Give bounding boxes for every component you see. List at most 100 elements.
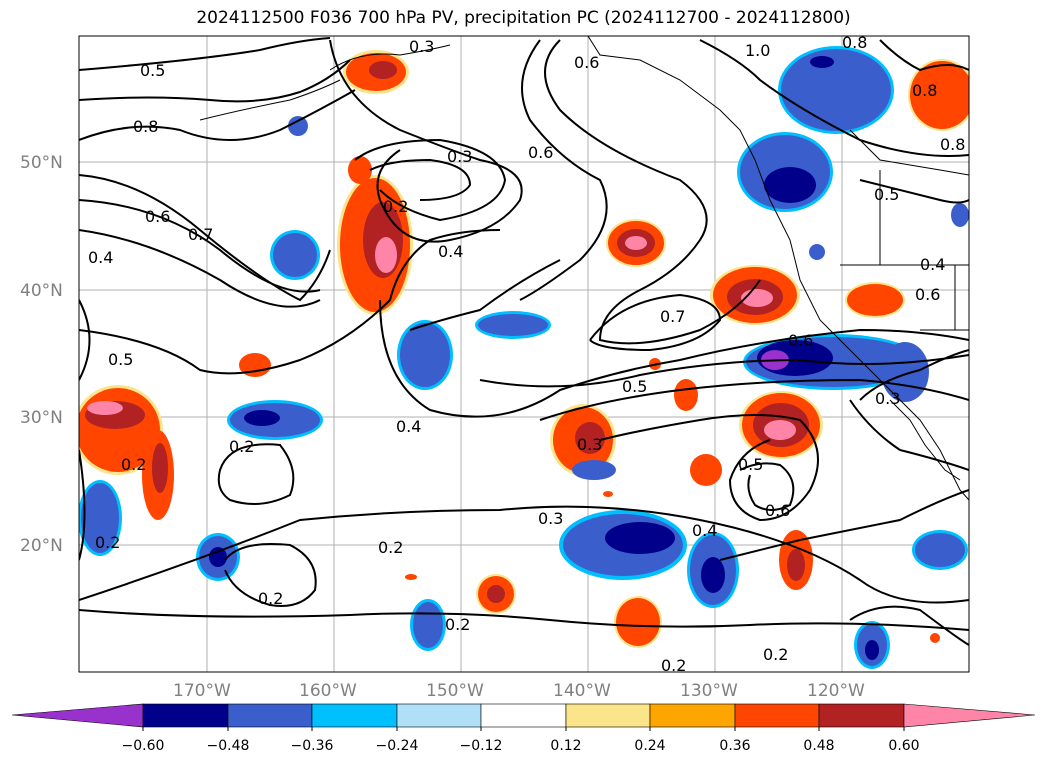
lon-label-160w: 160°W <box>299 681 357 701</box>
anomaly-patch <box>674 379 698 411</box>
anomaly-patch <box>87 401 123 415</box>
contour-label: 0.8 <box>912 81 937 100</box>
anomaly-patch <box>809 244 825 260</box>
lon-label-140w: 140°W <box>553 681 611 701</box>
anomaly-patch <box>787 549 805 581</box>
contour-labels: 0.5 0.8 0.6 0.7 0.4 0.5 0.3 0.2 0.4 0.6 … <box>88 36 965 675</box>
colorbar-segment <box>480 703 567 728</box>
contour-label: 0.4 <box>920 255 945 274</box>
colorbar-tick-label: −0.48 <box>207 738 250 754</box>
lon-label-170w: 170°W <box>173 681 231 701</box>
pv-contours <box>79 37 969 646</box>
colorbar-segment <box>734 703 820 728</box>
anomaly-patch <box>701 557 725 593</box>
contour-label: 0.5 <box>738 455 763 474</box>
colorbar-tick-label: −0.24 <box>376 738 419 754</box>
contour-label: 0.5 <box>622 377 647 396</box>
lat-label-20n: 20°N <box>20 536 63 556</box>
contour-label: 0.4 <box>438 242 463 261</box>
anomaly-patch <box>209 547 227 567</box>
colorbar-segment <box>142 703 229 728</box>
contour-label: 0.8 <box>940 135 965 154</box>
anomaly-patch <box>273 233 317 277</box>
anomaly-patch <box>375 237 397 273</box>
anomaly-patch <box>400 323 450 387</box>
latitude-labels: 50°N 40°N 30°N 20°N <box>20 153 63 556</box>
colorbar-segment <box>311 703 398 728</box>
anomaly-patch <box>910 61 969 129</box>
anomaly-patch <box>616 598 660 646</box>
longitude-labels: 170°W 160°W 150°W 140°W 130°W 120°W <box>173 681 865 701</box>
contour-label: 0.6 <box>145 207 170 226</box>
anomaly-patch <box>764 167 816 203</box>
colorbar-tick-label: 0.24 <box>634 738 665 754</box>
anomaly-patch <box>288 116 308 136</box>
contour-label: 0.6 <box>765 501 790 520</box>
anomaly-patch <box>81 483 119 553</box>
contour-label: 0.2 <box>445 615 470 634</box>
anomaly-patch <box>244 410 280 426</box>
colorbar-extend-right <box>903 703 1036 728</box>
contour-label: 0.5 <box>874 185 899 204</box>
contour-label: 0.2 <box>378 538 403 557</box>
contour-label: 0.6 <box>915 285 940 304</box>
anomaly-patch <box>625 236 647 250</box>
colorbar <box>11 703 1036 728</box>
anomaly-patch <box>865 640 879 660</box>
anomaly-patch <box>487 585 505 603</box>
contour-label: 0.7 <box>188 225 213 244</box>
colorbar-segment <box>565 703 651 728</box>
contour-label: 0.2 <box>661 656 686 675</box>
contour-label: 0.4 <box>88 248 113 267</box>
map-frame <box>78 35 970 673</box>
contour-label: 0.4 <box>692 521 717 540</box>
contour-label: 0.7 <box>660 307 685 326</box>
colorbar-tick-label: −0.12 <box>460 738 503 754</box>
colorbar-tick-label: −0.60 <box>122 738 165 754</box>
contour-label: 0.3 <box>538 509 563 528</box>
lat-label-30n: 30°N <box>20 408 63 428</box>
contour-label: 0.2 <box>383 197 408 216</box>
colorbar-tick-label: 0.60 <box>888 738 919 754</box>
anomaly-patch <box>572 460 616 480</box>
colorbar-segment <box>818 703 905 728</box>
colorbar-tick-label: −0.36 <box>291 738 334 754</box>
contour-label: 0.2 <box>95 533 120 552</box>
colorbar-ticks <box>142 727 905 731</box>
lat-label-40n: 40°N <box>20 281 63 301</box>
lon-label-150w: 150°W <box>426 681 484 701</box>
anomaly-patch <box>764 420 796 440</box>
colorbar-segment <box>396 703 482 728</box>
anomaly-patch <box>605 522 675 554</box>
contour-label: 0.4 <box>396 417 421 436</box>
contour-label: 0.2 <box>258 589 283 608</box>
colorbar-extend-left <box>11 703 144 728</box>
anomaly-patch <box>348 156 372 184</box>
anomaly-patch <box>575 422 605 454</box>
anomaly-patch <box>930 633 940 643</box>
contour-label: 0.5 <box>108 350 133 369</box>
lon-label-130w: 130°W <box>680 681 738 701</box>
colorbar-tick-label: 0.12 <box>550 738 581 754</box>
colorbar-tick-label: 0.48 <box>803 738 834 754</box>
map-title: 2024112500 F036 700 hPa PV, precipitatio… <box>196 8 851 28</box>
anomaly-patch <box>690 454 722 486</box>
contour-label: 0.6 <box>528 143 553 162</box>
colorbar-tick-labels: −0.60 −0.48 −0.36 −0.24 −0.12 0.12 0.24 … <box>122 738 920 754</box>
anomaly-patch <box>239 353 271 377</box>
anomaly-patch <box>915 533 965 567</box>
contour-label: 1.0 <box>745 41 770 60</box>
anomaly-patch <box>781 49 891 131</box>
anomaly-patch <box>810 56 834 68</box>
contour-label: 0.2 <box>229 437 254 456</box>
anomaly-patch <box>478 314 548 336</box>
lon-label-120w: 120°W <box>807 681 865 701</box>
contour-label: 0.2 <box>763 645 788 664</box>
anomaly-patch <box>951 203 969 227</box>
contour-label: 0.6 <box>574 53 599 72</box>
contour-label: 0.2 <box>121 455 146 474</box>
lat-label-50n: 50°N <box>20 153 63 173</box>
anomaly-patch <box>152 443 168 493</box>
anomaly-patch <box>369 61 397 79</box>
